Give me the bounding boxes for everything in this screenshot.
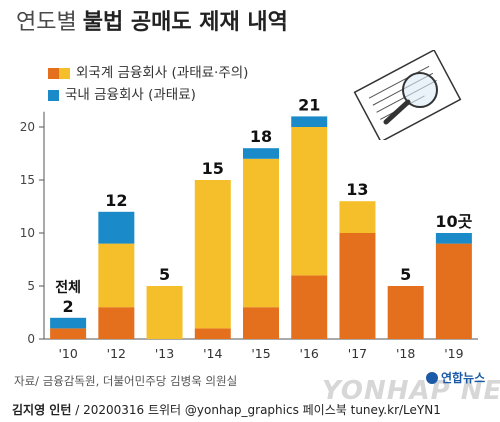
legend: 외국계 금융회사 (과태료·주의) 국내 금융회사 (과태료) — [48, 62, 248, 106]
bar-segment-foreign-orange — [435, 243, 472, 339]
legend-item-foreign: 외국계 금융회사 (과태료·주의) — [48, 62, 248, 84]
total-label: 12 — [105, 191, 127, 210]
logo-text: 연합뉴스 — [441, 371, 486, 385]
x-tick-label: '12 — [107, 346, 126, 361]
y-tick-label: 10 — [20, 226, 35, 240]
footer-rest: / 20200316 트위터 @yonhap_graphics 페이스북 tun… — [71, 403, 441, 417]
bar-segment-foreign-orange — [291, 275, 328, 339]
footer-credit: 김지영 인턴 / 20200316 트위터 @yonhap_graphics 페… — [12, 401, 441, 418]
total-label: 5 — [400, 265, 411, 284]
bar-segment-foreign-orange — [387, 286, 424, 339]
footer-author: 김지영 인턴 — [12, 403, 72, 417]
yonhap-logo: 연합뉴스 — [426, 369, 485, 386]
title-main: 불법 공매도 제재 내역 — [82, 10, 288, 35]
x-tick-label: '15 — [251, 346, 270, 361]
y-tick-label: 15 — [20, 173, 35, 187]
bar-segment-foreign-yellow — [291, 127, 328, 276]
x-tick-label: '17 — [348, 346, 367, 361]
bar-segment-domestic — [435, 233, 472, 244]
bar-segment-foreign-orange — [194, 328, 231, 339]
legend-label-domestic: 국내 금융회사 (과태료) — [65, 87, 196, 103]
bar-segment-foreign-yellow — [146, 286, 183, 339]
bar-segment-foreign-yellow — [339, 201, 376, 233]
bar-segment-foreign-yellow — [243, 158, 279, 308]
x-tick-label: '14 — [203, 346, 222, 361]
total-prefix-label: 전체 — [55, 279, 81, 296]
x-tick-label: '18 — [396, 346, 415, 361]
bar-segment-domestic — [291, 116, 328, 127]
title-prefix: 연도별 — [16, 10, 77, 35]
total-label: 18 — [250, 127, 272, 146]
x-tick-label: '10 — [58, 346, 77, 361]
bar-segment-foreign-orange — [50, 328, 87, 339]
total-label: 15 — [202, 159, 224, 178]
magnifier-document-icon — [353, 50, 462, 140]
logo-icon — [426, 371, 438, 384]
total-label: 10곳 — [435, 212, 472, 231]
legend-label-foreign: 외국계 금융회사 (과태료·주의) — [76, 65, 249, 81]
y-tick-label: 5 — [27, 279, 35, 293]
page-title: 연도별 불법 공매도 제재 내역 — [16, 8, 288, 38]
watermark: YONHAP NEWS — [322, 376, 500, 406]
bar-segment-domestic — [98, 211, 135, 244]
total-label: 21 — [298, 95, 320, 114]
bar-segment-domestic — [50, 317, 87, 329]
total-label: 5 — [159, 265, 170, 284]
bar-segment-foreign-orange — [243, 307, 279, 339]
bar-segment-domestic — [243, 148, 279, 159]
source-note: 자료/ 금융감독원, 더불어민주당 김병욱 의원실 — [14, 374, 238, 388]
legend-swatch-yellow — [59, 67, 70, 79]
bar-segment-foreign-orange — [339, 233, 376, 339]
y-tick-label: 0 — [27, 332, 35, 346]
bar-segment-foreign-orange — [98, 307, 135, 339]
bar-segment-foreign-yellow — [98, 243, 135, 308]
legend-swatch-orange — [48, 67, 59, 79]
x-tick-label: '16 — [300, 346, 319, 361]
x-tick-label: '13 — [155, 346, 174, 361]
total-label: 13 — [346, 180, 368, 199]
total-label: 2 — [63, 297, 74, 316]
bar-segment-foreign-yellow — [194, 180, 231, 329]
legend-swatch-blue — [48, 89, 59, 101]
legend-item-domestic: 국내 금융회사 (과태료) — [48, 84, 248, 106]
y-tick-label: 20 — [20, 120, 35, 134]
x-tick-label: '19 — [444, 346, 463, 361]
